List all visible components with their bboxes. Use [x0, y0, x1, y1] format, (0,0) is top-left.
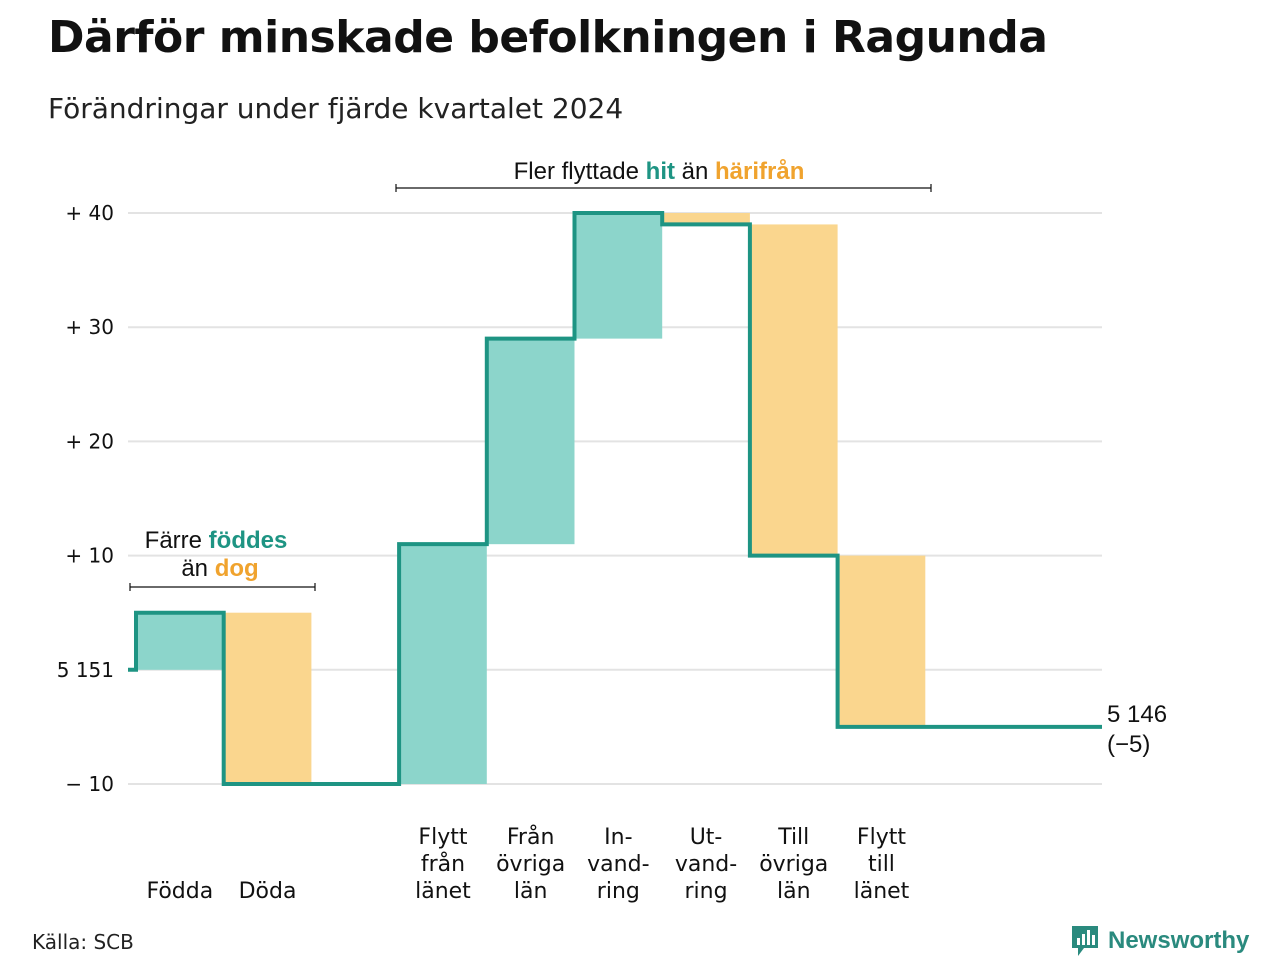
x-category-label: Födda [146, 879, 213, 904]
annotation-moves: Fler flyttade hit än härifrån [395, 158, 932, 192]
end-value-label: 5 146 [1107, 701, 1167, 728]
x-category-label: från [421, 851, 465, 877]
x-category-label: övriga [496, 852, 565, 877]
brand-name: Newsworthy [1108, 927, 1250, 954]
x-category-label: ring [685, 879, 728, 904]
y-tick-label: + 40 [65, 201, 114, 225]
annotation-births-line2: än dog [181, 555, 258, 582]
bar-decrease [662, 213, 750, 225]
end-change-label: (−5) [1107, 731, 1150, 758]
bar-increase [486, 338, 575, 545]
chart-subtitle: Förändringar under fjärde kvartalet 2024 [48, 92, 624, 125]
x-category-label: Döda [239, 879, 297, 904]
x-category-label: vand- [587, 852, 649, 877]
x-axis-categories: Födda DödaFlyttfrånlänetFrånövrigalänIn-v… [146, 824, 909, 904]
bar-decrease [223, 612, 312, 784]
x-category-label: Från [507, 824, 555, 850]
x-category-label: län [777, 879, 811, 904]
newsworthy-logo-icon [1072, 926, 1098, 956]
y-tick-label: 5 151 [57, 658, 114, 682]
x-category-label: Ut- [690, 825, 723, 850]
x-category-label: till [868, 852, 895, 877]
x-category-label: vand- [675, 852, 737, 877]
x-category-label: Flytt [857, 825, 906, 850]
chart-title: Därför minskade befolkningen i Ragunda [48, 12, 1048, 63]
bar-increase [399, 544, 487, 784]
bar-decrease [749, 224, 838, 556]
x-category-label: län [514, 879, 548, 904]
annotation-births-line1: Färre föddes [145, 527, 288, 554]
source-note: Källa: SCB [32, 930, 134, 954]
annotation-births-bracket [129, 583, 316, 591]
x-category-label: länet [415, 879, 471, 904]
x-category-label: övriga [759, 852, 828, 877]
x-category-label: In- [604, 825, 632, 850]
y-tick-label: − 10 [65, 772, 114, 796]
bar-increase [136, 612, 224, 670]
bars [136, 213, 926, 784]
bar-decrease [837, 555, 926, 727]
y-tick-label: + 20 [65, 429, 114, 453]
y-tick-label: + 10 [65, 544, 114, 568]
x-category-label: länet [854, 879, 910, 904]
cumulative-line [128, 211, 1102, 786]
annotation-births: Färre föddes än dog [129, 527, 316, 591]
x-category-label: Flytt [418, 825, 467, 850]
annotation-moves-text: Fler flyttade hit än härifrån [514, 158, 805, 185]
y-tick-label: + 30 [65, 315, 114, 339]
brand-logo[interactable]: Newsworthy [1070, 924, 1249, 958]
y-axis-ticks: + 40 + 30 + 20 + 10 5 151 − 10 [57, 201, 114, 796]
bar-increase [574, 213, 663, 339]
annotation-moves-bracket [395, 184, 932, 192]
x-category-label: Till [777, 825, 809, 850]
x-category-label: ring [597, 879, 640, 904]
